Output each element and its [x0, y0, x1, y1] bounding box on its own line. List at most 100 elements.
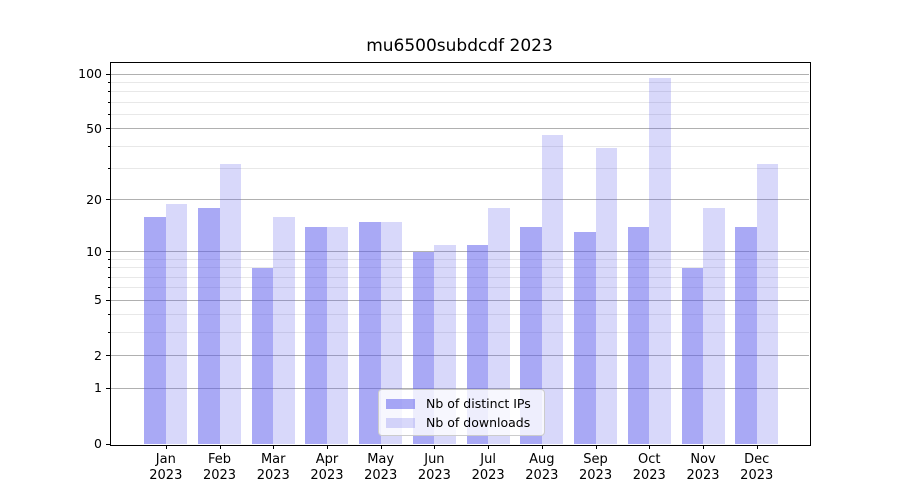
- bar-may-downloads: [380, 221, 403, 444]
- y-tick-label: 100: [78, 66, 102, 81]
- gridline-minor: [111, 314, 809, 316]
- chart-title: mu6500subdcdf 2023: [366, 36, 553, 56]
- y-tick: [106, 251, 110, 253]
- legend-label-distinct-ips: Nb of distinct IPs: [426, 396, 531, 411]
- y-tick-minor: [107, 81, 110, 83]
- gridline-minor: [111, 113, 809, 115]
- y-tick-minor: [107, 145, 110, 147]
- gridline-minor: [111, 101, 809, 103]
- y-tick: [106, 355, 110, 357]
- gridline-minor: [111, 91, 809, 93]
- x-tick: [595, 445, 597, 449]
- y-tick-minor: [107, 287, 110, 289]
- y-tick-minor: [107, 91, 110, 93]
- bar-jan-distinct-ips: [144, 216, 166, 444]
- x-tick: [380, 445, 382, 449]
- y-tick: [106, 199, 110, 201]
- bar-oct-distinct-ips: [627, 226, 650, 444]
- y-tick: [106, 128, 110, 130]
- bar-dec-distinct-ips: [735, 226, 757, 444]
- x-tick-label: Oct 2023: [632, 452, 666, 483]
- bar-apr-downloads: [326, 226, 349, 444]
- x-tick-label: Mar 2023: [256, 452, 290, 483]
- x-tick-label: Sep 2023: [579, 452, 613, 483]
- x-tick-label: Apr 2023: [310, 452, 344, 483]
- gridline-minor: [111, 81, 809, 83]
- gridline-minor: [111, 276, 809, 278]
- gridline-minor: [111, 267, 809, 269]
- gridline-major: [111, 251, 809, 253]
- y-tick-label: 0: [94, 436, 102, 451]
- plot-area: [110, 62, 811, 446]
- y-tick-minor: [107, 113, 110, 115]
- gridline-minor: [111, 168, 809, 170]
- x-tick-label: Nov 2023: [686, 452, 720, 483]
- bar-mar-distinct-ips: [251, 267, 274, 444]
- bar-sep-downloads: [595, 148, 618, 444]
- bar-dec-downloads: [756, 163, 779, 444]
- bar-nov-distinct-ips: [681, 267, 703, 444]
- bar-oct-downloads: [649, 78, 671, 444]
- legend-row-downloads: Nb of downloads: [386, 415, 536, 430]
- bar-apr-distinct-ips: [305, 226, 327, 444]
- bar-jan-downloads: [165, 203, 188, 444]
- x-tick-label: Jun 2023: [417, 452, 451, 483]
- x-tick: [219, 445, 221, 449]
- gridline-major: [111, 387, 809, 389]
- bar-aug-downloads: [541, 135, 564, 444]
- gridline-minor: [111, 145, 809, 147]
- y-tick-minor: [107, 267, 110, 269]
- gridline-minor: [111, 332, 809, 334]
- x-tick: [273, 445, 275, 449]
- y-tick-minor: [107, 101, 110, 103]
- y-tick-label: 5: [94, 292, 102, 308]
- y-tick-minor: [107, 314, 110, 316]
- bar-may-distinct-ips: [359, 221, 381, 444]
- y-tick-label: 1: [94, 380, 102, 396]
- x-tick: [165, 445, 167, 449]
- legend-label-downloads: Nb of downloads: [426, 415, 531, 430]
- bar-sep-distinct-ips: [574, 232, 596, 444]
- gridline-minor: [111, 258, 809, 260]
- x-tick: [649, 445, 651, 449]
- x-tick: [488, 445, 490, 449]
- legend-swatch-downloads: [386, 417, 415, 428]
- gridline-minor: [111, 287, 809, 289]
- gridline-major: [111, 299, 809, 301]
- y-tick: [106, 73, 110, 75]
- legend-swatch-distinct-ips: [386, 398, 415, 409]
- x-tick-label: Dec 2023: [740, 452, 774, 483]
- y-tick-label: 50: [86, 120, 102, 136]
- y-tick: [106, 443, 110, 445]
- bar-feb-downloads: [219, 163, 242, 444]
- y-tick-label: 20: [86, 191, 102, 207]
- gridline-major: [111, 355, 809, 357]
- x-tick-label: Jul 2023: [471, 452, 505, 483]
- bar-feb-distinct-ips: [198, 207, 220, 444]
- bar-nov-downloads: [703, 207, 725, 444]
- x-tick: [756, 445, 758, 449]
- x-tick: [541, 445, 543, 449]
- gridline-major: [111, 199, 809, 201]
- y-tick-label: 2: [94, 347, 102, 363]
- x-tick-label: Feb 2023: [202, 452, 237, 483]
- gridline-major: [111, 128, 809, 130]
- legend-row-distinct-ips: Nb of distinct IPs: [386, 396, 536, 411]
- x-tick: [703, 445, 704, 449]
- y-tick-label: 10: [86, 243, 102, 259]
- legend: Nb of distinct IPs Nb of downloads: [378, 389, 545, 436]
- y-tick-minor: [107, 332, 110, 334]
- y-tick: [106, 387, 110, 389]
- x-tick: [434, 445, 436, 449]
- x-tick-label: Aug 2023: [525, 452, 559, 483]
- gridline-major: [111, 73, 809, 75]
- x-tick: [326, 445, 328, 449]
- x-tick-label: Jan 2023: [149, 452, 183, 483]
- y-tick-minor: [107, 276, 110, 278]
- x-tick-label: May 2023: [364, 452, 398, 483]
- y-tick-minor: [107, 168, 110, 170]
- y-tick: [106, 299, 110, 301]
- y-tick-minor: [107, 258, 110, 260]
- bar-mar-downloads: [273, 216, 295, 444]
